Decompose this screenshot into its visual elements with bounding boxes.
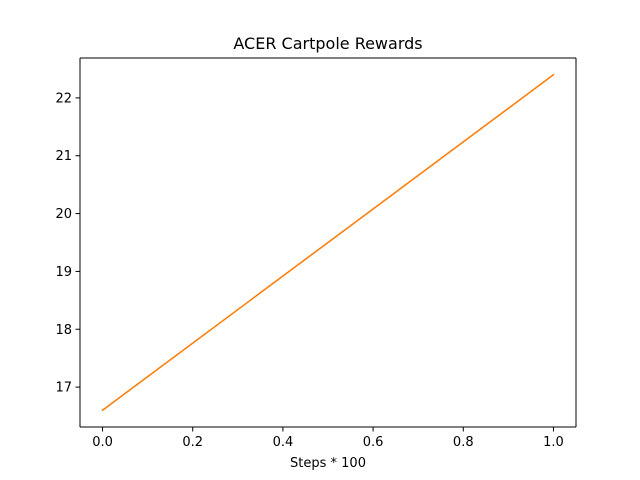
y-tick-label: 22 — [55, 91, 72, 106]
x-tick-label: 0.8 — [453, 435, 474, 450]
chart-title: ACER Cartpole Rewards — [233, 34, 422, 53]
x-tick-label: 0.4 — [273, 435, 294, 450]
y-axis-ticks: 17 18 19 20 21 22 — [55, 91, 80, 395]
x-tick-label: 0.2 — [182, 435, 203, 450]
y-tick-label: 20 — [55, 207, 72, 222]
x-tick-label: 1.0 — [543, 435, 564, 450]
x-axis-ticks: 0.0 0.2 0.4 0.6 0.8 1.0 — [92, 427, 564, 450]
y-tick-label: 21 — [55, 149, 72, 164]
x-tick-label: 0.6 — [363, 435, 384, 450]
y-tick-label: 17 — [55, 381, 72, 396]
y-tick-label: 19 — [55, 265, 72, 280]
x-axis-label: Steps * 100 — [290, 456, 366, 471]
y-tick-label: 18 — [55, 323, 72, 338]
x-tick-label: 0.0 — [92, 435, 113, 450]
